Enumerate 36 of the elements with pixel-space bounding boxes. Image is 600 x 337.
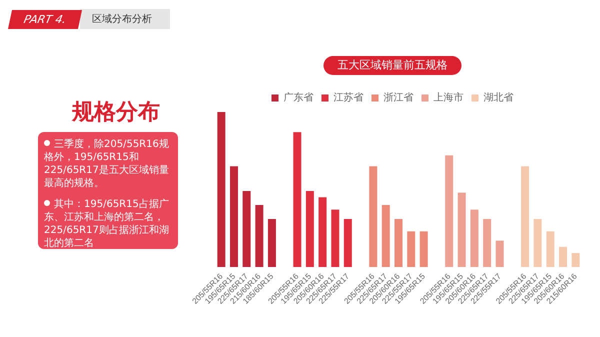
chart-title: 五大区域销量前五规格 (338, 58, 448, 72)
bar (420, 231, 428, 267)
legend-label: 广东省 (284, 92, 314, 104)
bar (230, 166, 238, 267)
bar (445, 155, 454, 267)
bar (521, 166, 530, 267)
bar (268, 218, 276, 267)
bar (483, 218, 492, 267)
bar (546, 231, 554, 267)
bar (394, 218, 402, 267)
text: 三季度，除205/55R16规格外，195/65R15和225/65R17是五大区域销量最高的规格。 (44, 138, 170, 190)
text: 规格分布 (72, 99, 160, 127)
bar (369, 166, 378, 267)
bar (407, 231, 416, 267)
legend-label: 上海市 (434, 92, 464, 104)
legend-label: 江苏省 (334, 92, 364, 104)
text: 其中：195/65R15占据广东、江苏和上海的第二名，225/65R17则占据浙江和湖北的第二名 (44, 198, 170, 250)
bar (344, 218, 352, 267)
bar (458, 192, 466, 267)
bar (331, 210, 340, 267)
bar (293, 132, 302, 267)
text: 区域分布分析 (80, 9, 170, 29)
bar (242, 191, 251, 267)
bar (534, 218, 542, 267)
legend-label: 湖北省 (484, 92, 514, 104)
legend-label: 浙江省 (384, 92, 414, 104)
bar (306, 191, 314, 267)
text: PART 4. (8, 10, 82, 28)
bar (318, 197, 327, 267)
bar (559, 246, 568, 267)
bar (382, 205, 390, 267)
bar (572, 253, 580, 267)
bar (217, 112, 226, 267)
bar (255, 205, 264, 267)
bar (496, 240, 504, 267)
bar (470, 210, 478, 267)
